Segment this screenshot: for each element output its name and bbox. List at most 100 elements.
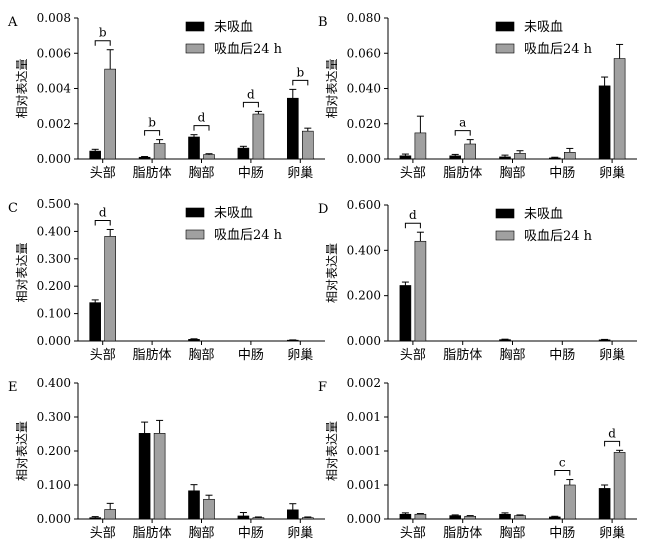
x-tick-label: 脂肪体 xyxy=(443,525,482,541)
x-tick-label: 胸部 xyxy=(188,348,214,363)
significance-bracket xyxy=(404,222,421,229)
y-tick-label: 0.100 xyxy=(37,478,71,492)
bar-untreated xyxy=(399,285,412,342)
bar-fed24h xyxy=(252,517,265,520)
x-tick-label: 脂肪体 xyxy=(133,165,172,181)
y-tick-label: 0.060 xyxy=(347,46,381,60)
x-tick-label: 中肠 xyxy=(549,526,575,541)
x-tick-label: 胸部 xyxy=(499,166,525,181)
y-tick-label: 0.100 xyxy=(37,307,71,321)
legend-label: 吸血后24 h xyxy=(524,42,593,57)
bar-untreated xyxy=(399,155,412,160)
significance-label: d xyxy=(198,111,206,125)
legend-swatch xyxy=(185,21,205,32)
significance-label: d xyxy=(608,426,616,440)
legend-label: 未吸血 xyxy=(524,20,563,35)
legend-label: 未吸血 xyxy=(214,206,253,221)
y-tick-label: 0.600 xyxy=(347,198,381,212)
x-tick-label: 头部 xyxy=(90,526,116,541)
panel-label: E xyxy=(8,380,18,395)
y-tick-label: 0.000 xyxy=(347,334,381,348)
y-tick-label: 0.200 xyxy=(37,279,71,293)
bar-fed24h xyxy=(464,143,477,160)
panel-label: B xyxy=(318,15,328,30)
y-tick-label: 0.200 xyxy=(37,444,71,458)
x-tick-label: 脂肪体 xyxy=(443,165,482,181)
bar-fed24h xyxy=(301,517,314,520)
y-tick-label: 0.500 xyxy=(37,197,71,211)
x-tick-label: 脂肪体 xyxy=(443,347,482,363)
x-tick-label: 脂肪体 xyxy=(133,347,172,363)
bar-fed24h xyxy=(104,236,116,342)
bar-untreated xyxy=(548,516,561,520)
bar-fed24h xyxy=(153,433,166,520)
bar-fed24h xyxy=(563,152,576,160)
legend-swatch xyxy=(185,207,205,218)
x-tick-label: 头部 xyxy=(90,166,116,181)
bar-fed24h xyxy=(203,498,215,520)
x-tick-label: 卵巢 xyxy=(287,526,313,541)
x-tick-label: 卵巢 xyxy=(599,348,625,363)
x-tick-label: 头部 xyxy=(90,348,116,363)
x-tick-label: 卵巢 xyxy=(287,348,313,363)
y-tick-label: 0.001 xyxy=(347,444,381,458)
y-tick-label: 0.006 xyxy=(37,46,71,60)
bar-untreated xyxy=(138,433,151,520)
y-tick-label: 0.002 xyxy=(37,117,71,131)
bar-untreated xyxy=(598,339,611,342)
legend-label: 未吸血 xyxy=(524,207,563,222)
bar-fed24h xyxy=(414,132,427,160)
bar-fed24h xyxy=(514,153,526,160)
x-tick-label: 卵巢 xyxy=(287,166,313,181)
significance-bracket xyxy=(94,40,111,46)
x-tick-label: 脂肪体 xyxy=(133,525,172,541)
significance-bracket xyxy=(94,219,111,226)
y-tick-label: 0.040 xyxy=(347,82,381,96)
panel-label: D xyxy=(318,202,328,217)
bar-untreated xyxy=(89,517,101,520)
y-tick-label: 0.004 xyxy=(37,82,72,96)
y-axis-label: 相对表达量 xyxy=(15,58,29,118)
legend-label: 吸血后24 h xyxy=(214,42,283,57)
legend-label: 吸血后24 h xyxy=(524,229,593,244)
y-tick-label: 0.400 xyxy=(347,243,381,257)
significance-label: b xyxy=(296,65,304,79)
y-tick-label: 0.001 xyxy=(347,410,381,424)
significance-bracket xyxy=(454,130,471,136)
panel-label: C xyxy=(8,201,18,216)
bar-untreated xyxy=(237,147,250,160)
bar-untreated xyxy=(188,339,200,342)
legend-swatch xyxy=(185,43,205,54)
legend-swatch xyxy=(495,21,515,32)
legend-label: 吸血后24 h xyxy=(214,228,283,243)
bar-fed24h xyxy=(613,452,626,520)
legend-swatch xyxy=(185,229,205,240)
significance-bracket xyxy=(193,125,210,131)
x-tick-label: 胸部 xyxy=(188,526,214,541)
x-tick-label: 头部 xyxy=(400,348,426,363)
x-tick-label: 胸部 xyxy=(499,348,525,363)
significance-label: a xyxy=(459,116,466,130)
bar-untreated xyxy=(598,488,611,520)
significance-bracket xyxy=(242,101,259,108)
bar-untreated xyxy=(499,513,511,520)
x-tick-label: 中肠 xyxy=(238,166,264,181)
bar-untreated xyxy=(188,136,200,160)
bar-fed24h xyxy=(153,143,166,160)
bar-untreated xyxy=(449,515,462,520)
legend-swatch xyxy=(495,230,515,241)
bar-untreated xyxy=(499,156,511,160)
y-tick-label: 0.000 xyxy=(347,152,381,166)
bar-fed24h xyxy=(414,240,427,342)
bar-fed24h xyxy=(104,509,116,520)
panel-label: F xyxy=(318,380,327,395)
bar-fed24h xyxy=(464,515,477,520)
x-tick-label: 卵巢 xyxy=(599,526,625,541)
bar-fed24h xyxy=(514,515,526,520)
